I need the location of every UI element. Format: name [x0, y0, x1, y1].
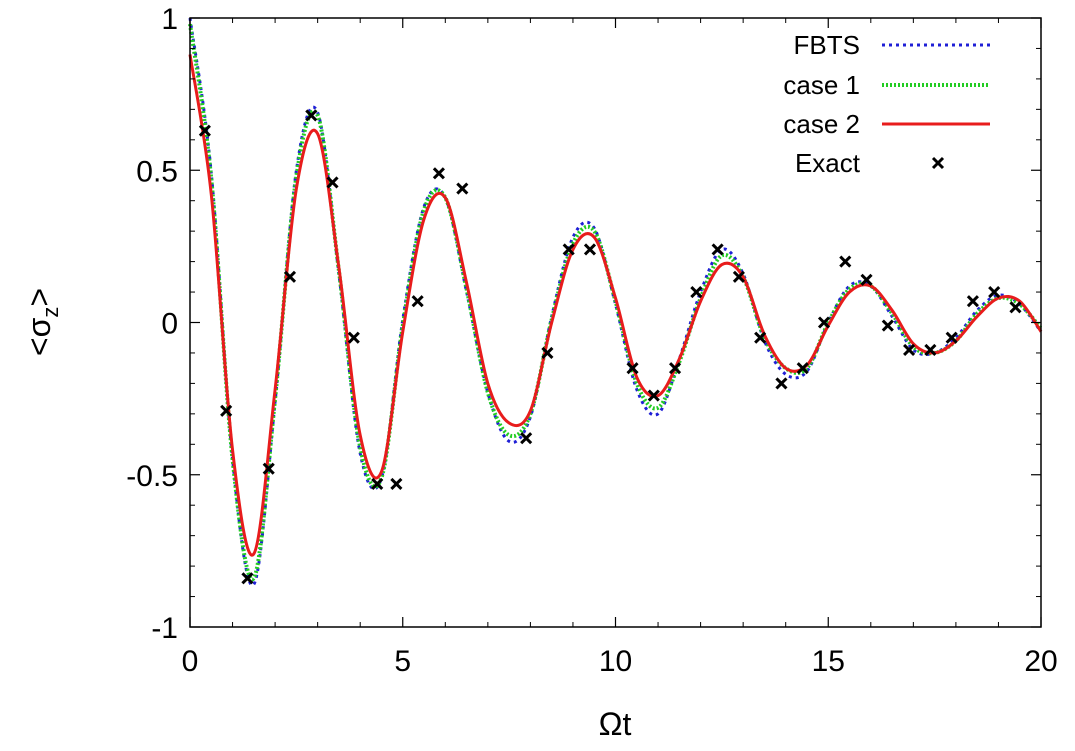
series-layer — [188, 17, 1043, 587]
x-tick-label: 10 — [599, 645, 632, 678]
data-point-exact — [283, 270, 297, 283]
data-point-exact — [732, 270, 745, 283]
data-point-exact — [241, 572, 254, 585]
data-point-exact — [711, 243, 724, 256]
legend-label-fbts: FBTS — [794, 30, 860, 60]
data-point-exact — [262, 462, 275, 475]
y-tick-label: -0.5 — [126, 460, 178, 493]
data-point-exact — [305, 109, 318, 122]
series-line-case-2 — [188, 54, 1043, 557]
x-tick-label: 20 — [1024, 645, 1057, 678]
legend: FBTS case 1 case 2 Exact — [783, 30, 990, 178]
y-tick-label: -1 — [151, 612, 178, 645]
data-point-exact — [669, 362, 682, 375]
data-point-exact — [966, 295, 979, 308]
y-axis-title: <σz> — [21, 288, 63, 356]
data-point-exact — [860, 273, 873, 286]
data-point-exact — [220, 404, 233, 417]
data-point-exact — [647, 389, 660, 402]
data-point-exact — [690, 285, 703, 299]
data-point-exact — [881, 319, 894, 332]
y-tick-label: 0.5 — [136, 155, 178, 188]
y-tick-label: 0 — [161, 308, 178, 341]
data-point-exact — [626, 362, 639, 375]
legend-label-exact: Exact — [795, 148, 861, 178]
data-point-exact — [390, 477, 403, 490]
data-point-exact — [839, 255, 852, 268]
data-point-exact — [411, 295, 424, 308]
data-point-exact — [541, 346, 554, 360]
x-tick-label: 15 — [812, 645, 845, 678]
data-point-exact — [198, 124, 211, 137]
y-axis-title-subscript: z — [38, 307, 63, 318]
data-point-exact — [326, 176, 339, 189]
data-point-exact — [520, 432, 533, 445]
data-point-exact — [371, 477, 384, 490]
data-point-exact — [754, 331, 767, 344]
x-axis-title: Ωt — [599, 706, 632, 742]
legend-marker-exact — [931, 156, 945, 170]
data-point-exact — [1009, 301, 1022, 314]
legend-label-case-1: case 1 — [783, 70, 860, 100]
y-axis-title-close: > — [21, 288, 57, 307]
svg-text:<σz>: <σz> — [21, 288, 63, 356]
data-point-exact — [347, 331, 360, 344]
y-axis-title-main: <σ — [21, 317, 57, 356]
x-tick-label: 5 — [394, 645, 411, 678]
plot-frame — [189, 17, 1042, 628]
data-point-exact — [562, 243, 575, 256]
series-exact-markers — [198, 109, 1022, 585]
data-point-exact — [988, 285, 1001, 299]
data-point-exact — [775, 377, 788, 390]
legend-label-case-2: case 2 — [783, 109, 860, 139]
data-point-exact — [432, 167, 445, 180]
data-point-exact — [924, 343, 937, 356]
x-tick-label: 0 — [182, 645, 199, 678]
data-point-exact — [583, 243, 597, 256]
data-point-exact — [817, 316, 831, 329]
y-tick-label: 1 — [161, 3, 178, 36]
data-point-exact — [903, 343, 916, 356]
data-point-exact — [796, 362, 809, 375]
ticks-layer: 0 5 10 15 20 -1 -0.5 0 0.5 1 — [126, 3, 1057, 678]
data-point-exact — [456, 182, 469, 195]
data-point-exact — [945, 331, 958, 344]
